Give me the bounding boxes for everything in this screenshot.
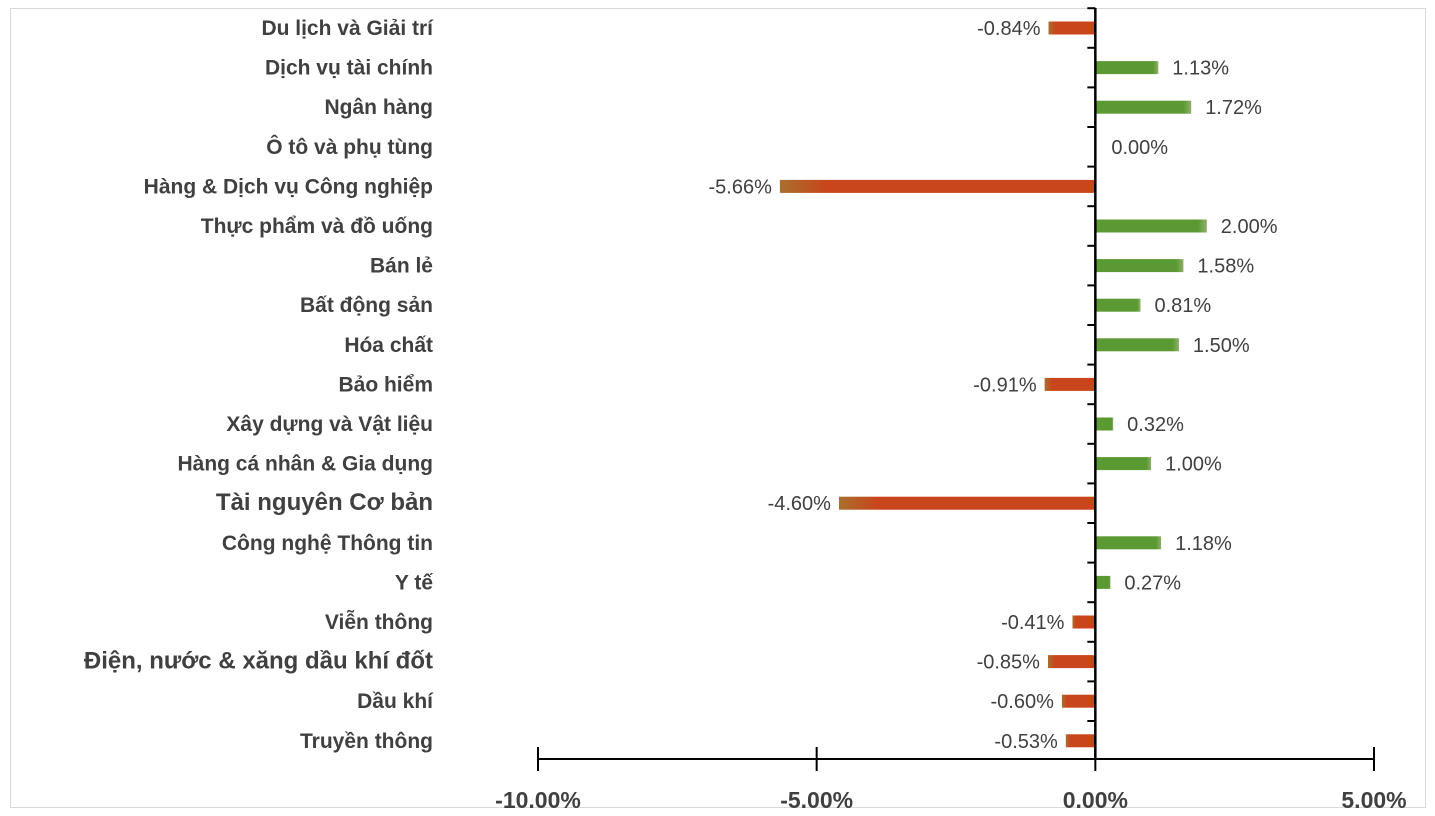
data-labels: -0.84% 1.13% 1.72% 0.00% -5.66% 2.00% 1.58% 0.8…: [709, 18, 1278, 753]
chart-frame: [10, 8, 1426, 808]
data-label: 0.32%: [1127, 414, 1184, 436]
data-label: 1.72%: [1205, 97, 1262, 119]
category-label: Thực phẩm và đồ uống: [201, 215, 433, 238]
category-label: Hóa chất: [344, 334, 433, 357]
x-tick-label: -5.00%: [780, 787, 853, 813]
data-label: 0.81%: [1154, 295, 1211, 317]
bar: [1095, 259, 1184, 273]
data-label: 1.58%: [1197, 256, 1254, 278]
data-label: -0.85%: [977, 652, 1041, 674]
category-label: Truyền thông: [300, 730, 433, 753]
x-tick-label: 5.00%: [1341, 787, 1406, 813]
data-label: 1.18%: [1175, 533, 1232, 555]
x-tick-label: -10.00%: [495, 787, 581, 813]
category-label: Y tế: [395, 571, 433, 594]
category-label: Du lịch và Giải trí: [261, 17, 434, 40]
x-tick-label: 0.00%: [1063, 787, 1128, 813]
category-label: Dầu khí: [357, 690, 434, 713]
bar: [779, 179, 1096, 193]
data-label: 0.27%: [1124, 572, 1181, 594]
category-label: Điện, nước & xăng dầu khí đốt: [84, 648, 433, 675]
category-label: Bán lẻ: [370, 255, 433, 278]
data-label: 1.50%: [1193, 335, 1250, 357]
bar: [1095, 457, 1152, 471]
bar: [1095, 575, 1111, 589]
bar: [1095, 417, 1114, 431]
bar: [1095, 536, 1162, 550]
data-label: -0.84%: [977, 18, 1041, 40]
data-label: -0.53%: [994, 731, 1058, 753]
category-label: Công nghệ Thông tin: [222, 532, 433, 555]
data-label: -5.66%: [709, 176, 773, 198]
category-label: Xây dựng và Vật liệu: [226, 413, 433, 436]
data-label: -4.60%: [768, 493, 832, 515]
bar: [1061, 694, 1096, 708]
bar: [1095, 298, 1141, 312]
bar: [1095, 338, 1179, 352]
data-label: -0.41%: [1001, 612, 1065, 634]
category-label: Bảo hiểm: [338, 373, 433, 396]
category-labels: Du lịch và Giải trí Dịch vụ tài chính Ngân…: [84, 17, 434, 753]
bar: [1048, 21, 1096, 35]
bar: [1047, 655, 1096, 669]
bar: [838, 496, 1096, 510]
data-label: -0.60%: [991, 691, 1055, 713]
data-label: 2.00%: [1221, 216, 1278, 238]
data-label: -0.91%: [973, 374, 1037, 396]
category-label: Viễn thông: [325, 610, 433, 634]
bars: [779, 21, 1207, 748]
bar: [1095, 61, 1159, 75]
category-label: Hàng & Dịch vụ Công nghiệp: [144, 175, 433, 198]
x-tick-labels: -10.00% -5.00% 0.00% 5.00%: [495, 787, 1406, 813]
data-label: 1.13%: [1172, 58, 1229, 80]
bar: [1095, 219, 1207, 233]
category-label: Ngân hàng: [325, 96, 434, 119]
category-label: Dịch vụ tài chính: [265, 57, 433, 80]
axes: [537, 7, 1375, 771]
data-label: 1.00%: [1165, 454, 1222, 476]
bar: [1072, 615, 1096, 629]
bar: [1095, 100, 1192, 114]
category-label: Ô tô và phụ tùng: [266, 135, 433, 159]
bar: [1044, 377, 1096, 391]
category-label: Tài nguyên Cơ bản: [216, 489, 433, 516]
data-label: 0.00%: [1111, 137, 1168, 159]
category-label: Hàng cá nhân & Gia dụng: [177, 453, 433, 476]
bar: [1065, 734, 1096, 748]
category-label: Bất động sản: [300, 294, 433, 317]
